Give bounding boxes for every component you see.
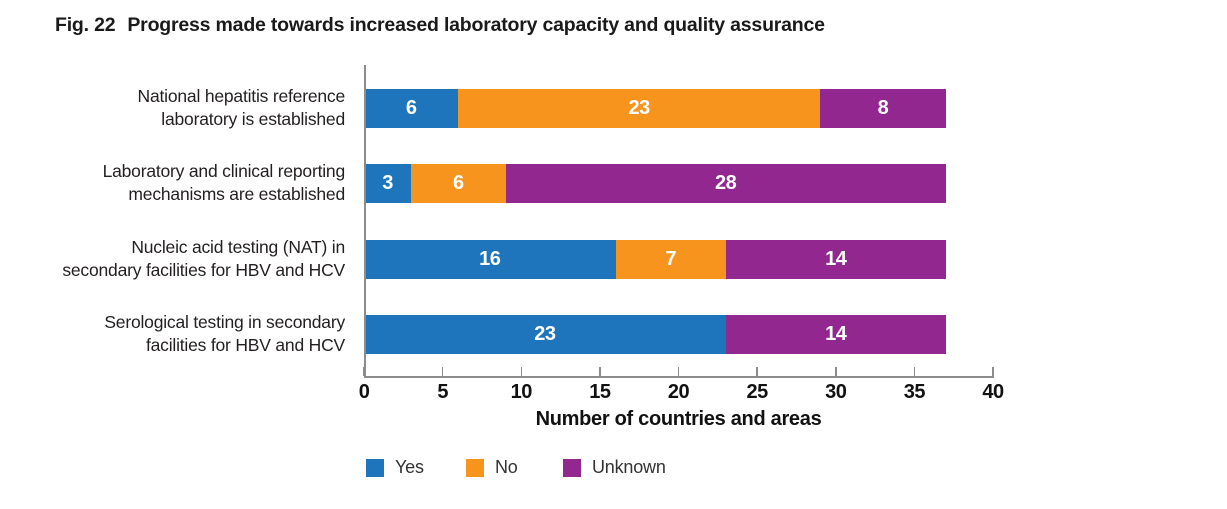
- category-label: Serological testing in secondary faciliti…: [104, 311, 345, 355]
- tick-mark: [363, 367, 365, 376]
- tick-label: 25: [746, 381, 769, 403]
- value-label: 6: [405, 97, 417, 119]
- figure-title-text: Progress made towards increased laborato…: [127, 14, 825, 36]
- value-label: 23: [534, 323, 556, 345]
- y-axis-line: [364, 65, 366, 377]
- bar-segment-yes: 23: [364, 315, 726, 354]
- tick-mark: [441, 367, 444, 376]
- figure-title: Fig. 22 Progress made towards increased l…: [55, 14, 825, 37]
- legend-item-no: No: [466, 457, 518, 477]
- tick-label: 35: [903, 381, 926, 403]
- tick-label: 0: [358, 381, 370, 403]
- figure-number-label: Fig. 22: [55, 14, 116, 36]
- tick-mark: [992, 367, 994, 376]
- category-label: National hepatitis reference laboratory i…: [137, 85, 346, 129]
- value-label: 28: [715, 172, 737, 194]
- category-label: Laboratory and clinical reporting mechani…: [102, 160, 346, 204]
- tick-label: 5: [437, 381, 448, 403]
- category-label: Nucleic acid testing (NAT) in secondary f…: [62, 236, 345, 280]
- value-label: 7: [665, 248, 676, 270]
- value-label: 23: [628, 97, 651, 119]
- x-axis-title: Number of countries and areas: [535, 408, 822, 430]
- bar-segment-unknown: 14: [725, 315, 946, 354]
- tick-label: 30: [825, 381, 847, 403]
- bar-segment-no: 7: [615, 240, 726, 279]
- legend-item-yes: Yes: [366, 457, 424, 477]
- legend-swatch-yes: [366, 458, 384, 477]
- bar-segment-unknown: 14: [725, 240, 946, 279]
- tick-label: 10: [510, 381, 533, 403]
- x-axis-line: [364, 376, 994, 378]
- tick-mark: [677, 367, 680, 376]
- tick-mark: [835, 367, 837, 376]
- value-label: 8: [877, 97, 889, 119]
- value-label: 16: [479, 248, 501, 270]
- bar-segment-yes: 16: [364, 240, 616, 279]
- legend-swatch-unknown: [563, 458, 581, 477]
- legend-item-unknown: Unknown: [563, 457, 666, 477]
- bar-segment-yes: 6: [364, 89, 459, 128]
- bar-segment-yes: 3: [364, 164, 412, 203]
- tick-label: 15: [589, 381, 611, 403]
- bar-segment-no: 6: [411, 164, 506, 203]
- bar-segment-no: 23: [458, 89, 821, 128]
- tick-mark: [520, 367, 522, 376]
- tick-label: 20: [667, 381, 690, 403]
- tick-mark: [756, 367, 758, 376]
- bar-segment-unknown: 28: [505, 164, 946, 203]
- legend-label: Yes: [395, 457, 424, 477]
- tick-mark: [913, 367, 916, 376]
- legend-label: Unknown: [592, 457, 666, 477]
- tick-mark: [599, 367, 601, 376]
- value-label: 14: [825, 323, 847, 345]
- value-label: 6: [453, 172, 464, 194]
- value-label: 14: [825, 248, 847, 270]
- legend-swatch-no: [466, 458, 484, 477]
- bar-segment-unknown: 8: [820, 89, 946, 128]
- value-label: 3: [382, 172, 393, 194]
- tick-label: 40: [982, 381, 1004, 403]
- legend-label: No: [495, 457, 518, 477]
